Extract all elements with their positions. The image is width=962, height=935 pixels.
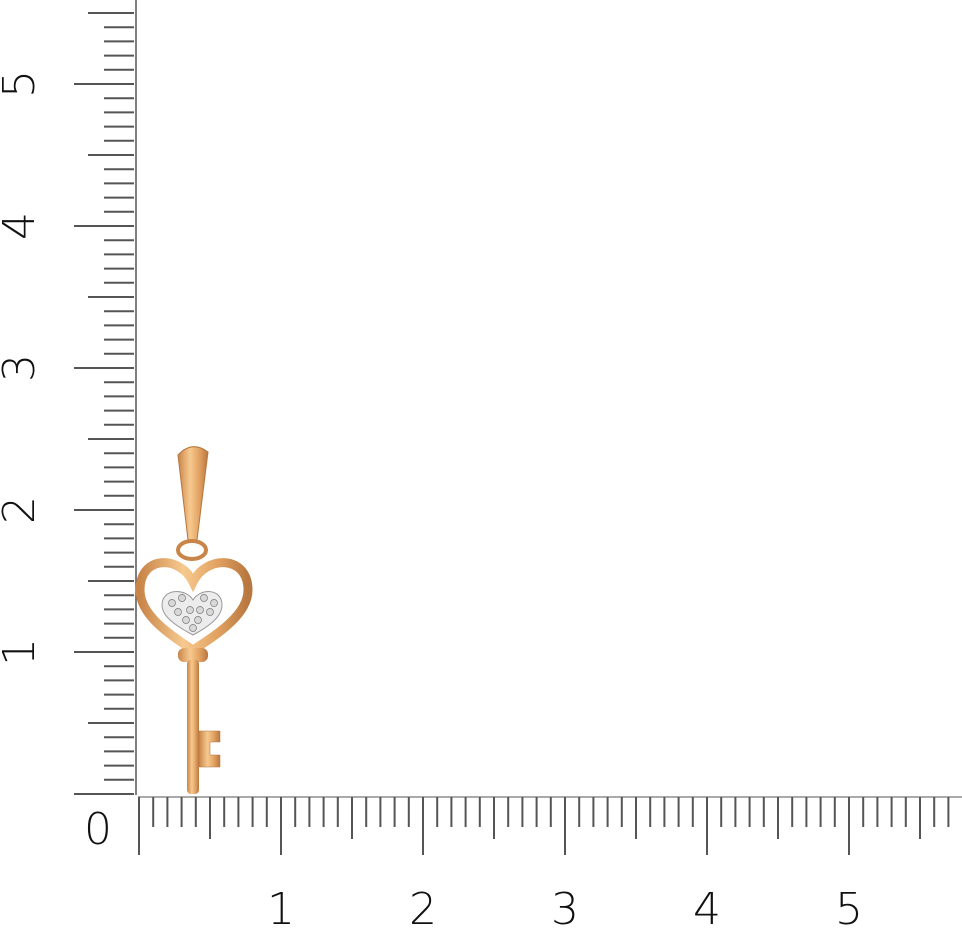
vertical-unit-label: 4: [0, 212, 45, 240]
horizontal-unit-label: 1: [267, 884, 295, 935]
horizontal-unit-label: 3: [551, 884, 579, 935]
horizontal-unit-label: 4: [693, 884, 721, 935]
key-collar: [178, 648, 208, 662]
vertical-unit-label: 2: [0, 496, 45, 524]
vertical-ruler: [74, 0, 137, 795]
diamond-stones: [168, 594, 218, 632]
key-bit: [198, 730, 221, 768]
diamond-stone: [194, 616, 202, 624]
origin-label: 0: [84, 804, 112, 855]
diamond-stone: [168, 599, 176, 607]
diamond-stone: [210, 599, 218, 607]
diamond-stone: [200, 594, 208, 602]
diamond-stone: [186, 606, 194, 614]
diamond-stone: [174, 608, 182, 616]
jump-ring: [176, 539, 208, 561]
diamond-stone: [206, 608, 214, 616]
horizontal-ruler: [138, 796, 962, 855]
diamond-stone: [182, 616, 190, 624]
vertical-unit-label: 1: [0, 638, 45, 666]
horizontal-unit-label: 5: [835, 884, 863, 935]
key-shaft: [187, 660, 199, 794]
diamond-stone: [178, 594, 186, 602]
diamond-stone: [189, 624, 197, 632]
key-pendant: [135, 446, 253, 794]
vertical-unit-label: 5: [0, 70, 45, 98]
diamond-stone: [196, 606, 204, 614]
vertical-unit-label: 3: [0, 354, 45, 382]
diamond-heart: [161, 591, 223, 636]
pendant-bail: [177, 446, 209, 541]
horizontal-unit-label: 2: [409, 884, 437, 935]
